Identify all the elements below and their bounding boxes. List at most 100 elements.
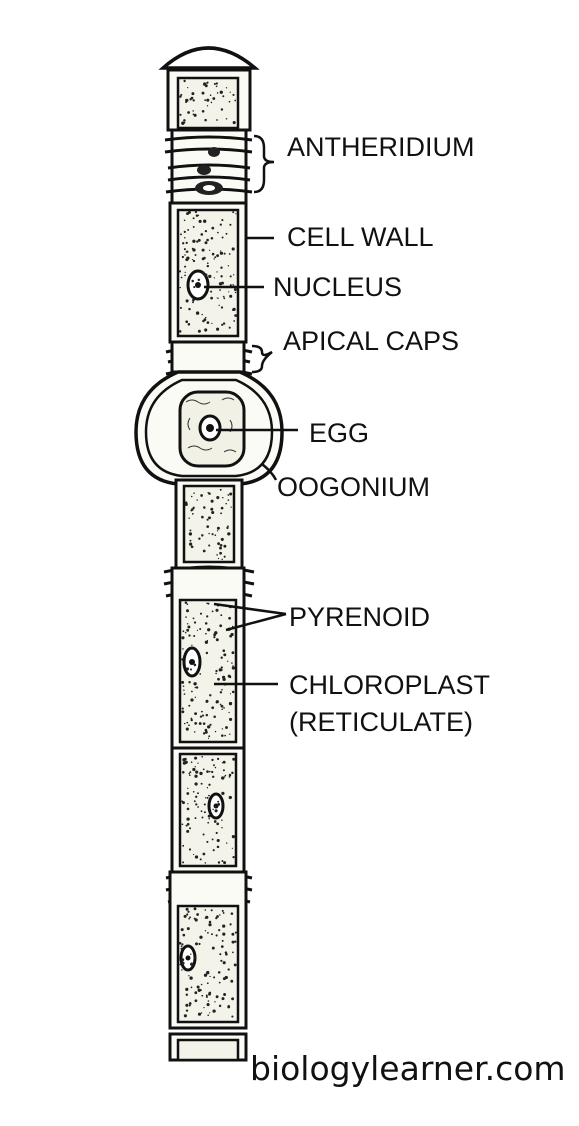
stipple-dot xyxy=(213,976,216,979)
stipple-dot xyxy=(185,667,190,671)
stipple-dot xyxy=(180,947,183,950)
label-nucleus: NUCLEUS xyxy=(273,272,402,302)
label-oogonium: OOGONIUM xyxy=(277,472,430,502)
stipple-dot xyxy=(201,271,205,275)
stipple-dot xyxy=(221,281,224,285)
stipple-dot xyxy=(192,301,194,304)
stipple-dot xyxy=(227,968,230,971)
stipple-dot xyxy=(214,631,218,635)
stipple-dot xyxy=(200,1012,203,1014)
stipple-dot xyxy=(204,862,207,864)
stipple-dot xyxy=(209,975,211,978)
stipple-dot xyxy=(213,820,217,823)
stipple-dot xyxy=(216,526,220,530)
stipple-dot xyxy=(231,662,233,664)
stipple-dot xyxy=(199,771,203,776)
stipple-dot xyxy=(216,327,220,331)
stipple-dot xyxy=(182,771,185,774)
stipple-dot xyxy=(229,91,231,93)
stipple-dot xyxy=(208,923,212,927)
stipple-dot xyxy=(211,946,215,950)
oogonium-leader xyxy=(261,463,278,481)
stipple-dot xyxy=(192,248,196,252)
stipple-dot xyxy=(217,800,220,803)
stipple-dot xyxy=(201,91,205,95)
stipple-dot xyxy=(180,276,183,279)
stipple-dot xyxy=(224,774,227,777)
stipple-dot xyxy=(178,330,182,333)
stipple-dot xyxy=(221,819,223,821)
stipple-dot xyxy=(202,852,206,856)
stipple-dot xyxy=(196,985,200,989)
stipple-dot xyxy=(212,849,215,852)
stipple-dot xyxy=(222,295,225,298)
stipple-dot xyxy=(234,931,237,934)
stipple-dot xyxy=(208,735,211,738)
stipple-dot xyxy=(206,787,209,789)
stipple-dot xyxy=(185,907,189,911)
stipple-dot xyxy=(217,542,221,546)
stipple-dot xyxy=(190,953,192,955)
stipple-dot xyxy=(205,699,209,703)
stipple-dot xyxy=(229,492,233,496)
stipple-dot xyxy=(187,787,189,790)
stipple-dot xyxy=(186,628,190,632)
stipple-dot xyxy=(201,313,203,316)
stipple-dot xyxy=(192,225,195,228)
stipple-dot xyxy=(181,710,185,714)
stipple-dot xyxy=(206,1003,210,1007)
label-pyrenoid: PYRENOID xyxy=(289,602,430,632)
stipple-dot xyxy=(182,685,185,687)
stipple-dot xyxy=(214,809,218,813)
stipple-dot xyxy=(212,808,214,811)
stipple-dot xyxy=(204,99,207,102)
stipple-dot xyxy=(234,99,237,102)
stipple-dot xyxy=(201,534,204,537)
stipple-dot xyxy=(192,239,196,243)
stipple-dot xyxy=(219,551,222,555)
stipple-dot xyxy=(194,254,197,256)
stipple-dot xyxy=(223,544,227,548)
stipple-dot xyxy=(223,993,227,996)
stipple-dot xyxy=(213,764,215,767)
stipple-dot xyxy=(221,323,224,326)
stipple-dot xyxy=(216,757,220,761)
stipple-dot xyxy=(231,834,236,839)
stipple-dot xyxy=(218,1004,222,1008)
label-antheridium: ANTHERIDIUM xyxy=(287,132,475,162)
labels: ANTHERIDIUM CELL WALL NUCLEUS APICAL CAP… xyxy=(273,132,490,737)
stipple-dot xyxy=(188,955,191,958)
stipple-dot xyxy=(186,913,189,916)
stipple-dot xyxy=(231,932,235,936)
stipple-dot xyxy=(228,795,232,800)
stipple-dot xyxy=(190,545,194,549)
stipple-dot xyxy=(231,771,234,775)
stipple-dot xyxy=(208,770,211,773)
stipple-dot xyxy=(192,110,194,112)
stipple-dot xyxy=(180,928,184,932)
stipple-dot xyxy=(222,911,225,914)
stipple-dot xyxy=(195,803,198,806)
stipple-dot xyxy=(192,113,195,115)
stipple-dot xyxy=(193,917,196,920)
stipple-dot xyxy=(181,658,184,661)
stipple-dot xyxy=(202,833,205,836)
stipple-dot xyxy=(204,241,208,245)
stipple-dot xyxy=(191,690,193,693)
stipple-dot xyxy=(203,1006,205,1009)
stipple-dot xyxy=(210,290,213,293)
stipple-dot xyxy=(205,632,207,635)
stipple-dot xyxy=(235,213,237,215)
stipple-dot xyxy=(215,934,218,937)
stipple-dot xyxy=(211,508,213,510)
stipple-dot xyxy=(201,257,205,261)
stipple-dot xyxy=(220,506,224,510)
stipple-dot xyxy=(216,554,218,556)
stipple-dot xyxy=(221,734,224,737)
stipple-dot xyxy=(228,326,231,329)
stipple-dot xyxy=(187,228,190,231)
stipple-dot xyxy=(219,289,221,291)
stipple-dot xyxy=(191,508,194,511)
stipple-dot xyxy=(220,666,223,669)
